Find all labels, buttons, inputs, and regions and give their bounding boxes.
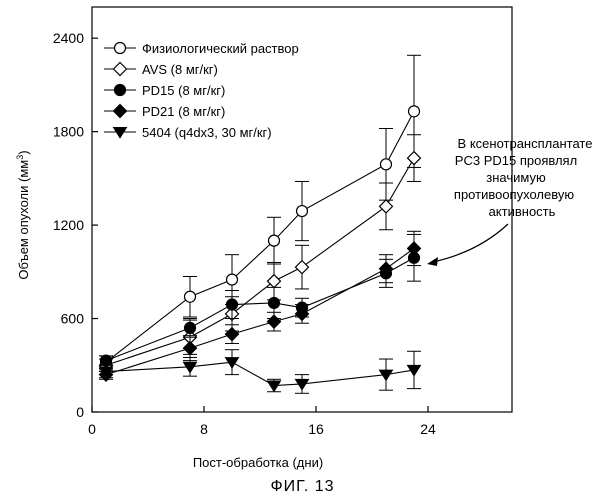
series-line — [106, 158, 414, 365]
y-axis-label-close: ) — [16, 150, 31, 154]
data-point — [380, 200, 393, 213]
data-point — [268, 275, 281, 288]
annotation-line: активность — [489, 204, 556, 219]
legend: Физиологический раствор AVS (8 мг/кг) PD15… — [104, 41, 299, 140]
data-point — [409, 106, 420, 117]
legend-marker — [114, 105, 127, 118]
annotation-arrow — [433, 224, 508, 262]
x-axis-ticks: 0 8 16 24 — [88, 406, 436, 437]
legend-label: Физиологический раствор — [142, 41, 299, 56]
data-point — [381, 159, 392, 170]
x-tick-label: 8 — [200, 421, 208, 437]
x-axis-label: Пост-обработка (дни) — [193, 455, 323, 470]
x-tick-label: 16 — [308, 421, 324, 437]
data-point — [101, 355, 112, 366]
legend-item: Физиологический раствор — [104, 41, 299, 56]
data-point — [296, 261, 309, 274]
annotation-line: PC3 PD15 проявлял — [455, 153, 577, 168]
data-point — [297, 206, 308, 217]
legend-marker — [114, 127, 127, 137]
y-axis-ticks: 0 600 1200 1800 2400 — [53, 30, 98, 420]
legend-item: PD15 (8 мг/кг) — [104, 83, 225, 98]
data-point — [227, 299, 238, 310]
chart-figure: 0 600 1200 1800 2400 0 8 16 24 Физиологический … — [0, 0, 605, 478]
legend-label: PD15 (8 мг/кг) — [142, 83, 225, 98]
data-point — [185, 322, 196, 333]
legend-item: PD21 (8 мг/кг) — [104, 104, 225, 119]
data-point — [184, 342, 197, 355]
y-axis-label-main: Объем опухоли (мм — [16, 160, 31, 280]
y-tick-label: 600 — [61, 311, 85, 327]
data-point — [268, 315, 281, 328]
data-point — [408, 242, 421, 255]
legend-item: AVS (8 мг/кг) — [104, 62, 218, 77]
legend-marker — [115, 43, 126, 54]
series-line — [106, 362, 414, 385]
annotation-arrowhead — [427, 257, 438, 266]
x-tick-label: 24 — [420, 421, 436, 437]
series-1 — [99, 55, 421, 368]
annotation-line: значимую — [486, 170, 546, 185]
series-line — [106, 111, 414, 362]
legend-label: 5404 (q4dx3, 30 мг/кг) — [142, 125, 272, 140]
legend-label: AVS (8 мг/кг) — [142, 62, 218, 77]
annotation: В ксенотрансплантате PC3 PD15 проявлял з… — [454, 136, 593, 219]
data-point — [408, 152, 421, 165]
annotation-line: В ксенотрансплантате — [458, 136, 593, 151]
data-point — [269, 297, 280, 308]
series-5 — [99, 350, 421, 394]
series-line — [106, 258, 414, 361]
series-line — [106, 248, 414, 374]
figure-caption: ФИГ. 13 — [0, 478, 605, 496]
y-axis-label: Объем опухоли (мм3) — [15, 150, 31, 279]
data-point — [226, 328, 239, 341]
data-point — [268, 381, 281, 391]
data-point — [227, 274, 238, 285]
annotation-line: противоопухолевую — [454, 187, 574, 202]
y-tick-label: 1800 — [53, 124, 84, 140]
legend-item: 5404 (q4dx3, 30 мг/кг) — [104, 125, 272, 140]
legend-marker — [115, 85, 126, 96]
legend-label: PD21 (8 мг/кг) — [142, 104, 225, 119]
data-point — [269, 235, 280, 246]
x-tick-label: 0 — [88, 421, 96, 437]
data-point — [185, 291, 196, 302]
y-tick-label: 1200 — [53, 217, 84, 233]
legend-marker — [114, 63, 127, 76]
y-tick-label: 2400 — [53, 30, 84, 46]
y-tick-label: 0 — [76, 404, 84, 420]
